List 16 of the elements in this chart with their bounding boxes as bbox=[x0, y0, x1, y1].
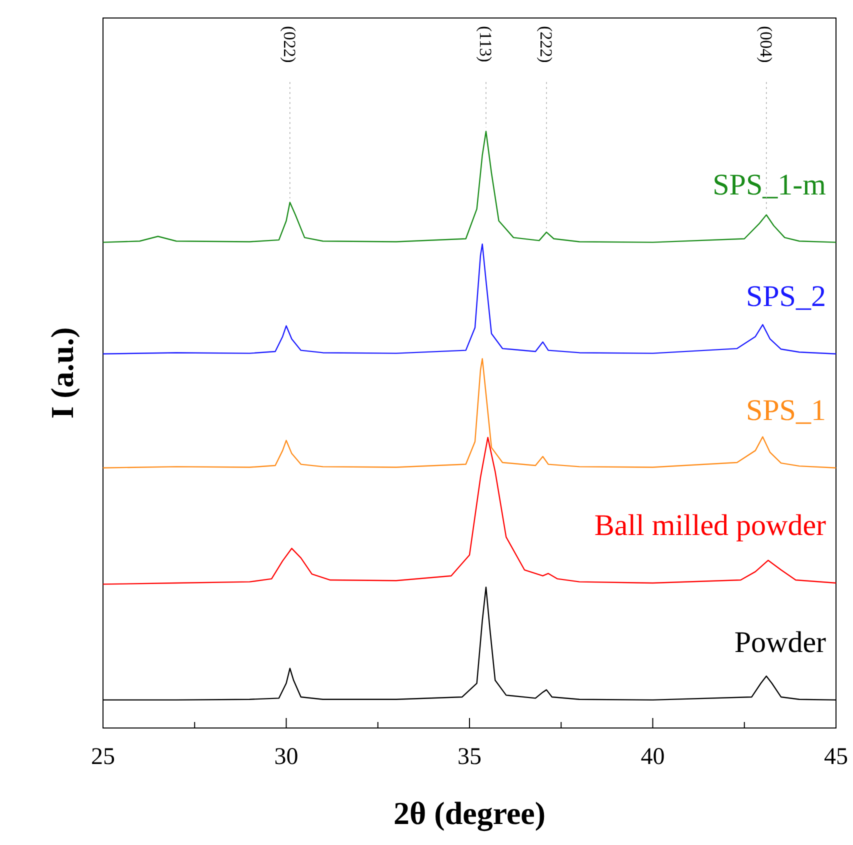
annotation: (113) bbox=[476, 26, 496, 62]
series-label: SPS_2 bbox=[746, 280, 826, 313]
annotation: (022) bbox=[280, 26, 299, 63]
annotation: (004) bbox=[756, 26, 776, 63]
x-tick-label: 45 bbox=[824, 744, 848, 770]
series-label: SPS_1-m bbox=[712, 168, 826, 202]
series-label: Ball milled powder bbox=[594, 509, 826, 542]
y-axis-title: I (a.u.) bbox=[44, 327, 80, 419]
x-tick-label: 40 bbox=[640, 744, 665, 770]
x-tick-label: 35 bbox=[458, 744, 482, 770]
x-tick-label: 25 bbox=[91, 744, 115, 770]
x-axis-title: 2θ (degree) bbox=[393, 795, 546, 832]
series-label: SPS_1 bbox=[746, 394, 826, 427]
annotation: (222) bbox=[536, 26, 556, 63]
x-tick-label: 30 bbox=[274, 744, 298, 770]
series-label: Powder bbox=[734, 626, 826, 659]
